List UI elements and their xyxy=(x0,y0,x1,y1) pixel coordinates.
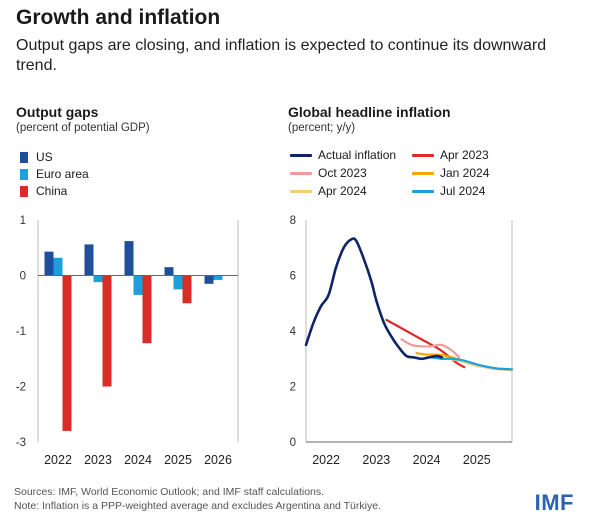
legend-actual-inflation: Actual inflation xyxy=(290,148,396,162)
legend-oct2023-swatch xyxy=(290,171,312,175)
line-y-tick-label: 6 xyxy=(290,271,296,283)
imf-logo: IMF xyxy=(534,490,574,515)
bar-euro-area-2024 xyxy=(133,275,143,295)
line-y-tick-label: 4 xyxy=(290,326,297,338)
output-gaps-title: Output gaps xyxy=(16,104,99,120)
output-gaps-subtitle: (percent of potential GDP) xyxy=(16,122,150,134)
bar-us-2025 xyxy=(164,267,174,276)
line-x-tick-label: 2023 xyxy=(362,453,390,467)
bar-us-2024 xyxy=(124,241,134,276)
bar-x-tick-label: 2025 xyxy=(164,453,192,467)
legend-apr-2024: Apr 2024 xyxy=(290,184,367,198)
legend-jul2024-label: Jul 2024 xyxy=(440,184,486,198)
legend-oct-2023: Oct 2023 xyxy=(290,166,367,180)
bar-china-2024 xyxy=(142,275,152,344)
bar-y-tick-label: -2 xyxy=(16,382,26,394)
line-y-tick-label: 0 xyxy=(290,437,296,449)
line-x-tick-label: 2025 xyxy=(463,453,491,467)
legend-china: China xyxy=(20,184,67,198)
series-line-actual xyxy=(304,237,443,361)
legend-euro-area-label: Euro area xyxy=(36,167,89,181)
output-gaps-chart: 1 0 -1 -2 -3 2022 2023 2024 2025 2026 xyxy=(16,215,239,467)
line-x-tick-label: 2022 xyxy=(312,453,340,467)
bar-china-2022 xyxy=(62,275,72,431)
bar-us-2023 xyxy=(84,244,94,276)
legend-jan-2024: Jan 2024 xyxy=(412,166,489,180)
legend-us: US xyxy=(20,150,53,164)
bar-x-tick-label: 2022 xyxy=(44,453,72,467)
footer-sources: Sources: IMF, World Economic Outlook; an… xyxy=(14,486,325,498)
legend-us-swatch xyxy=(20,151,28,163)
footer-note: Note: Inflation is a PPP-weighted averag… xyxy=(14,500,381,512)
legend-us-label: US xyxy=(36,150,53,164)
bar-china-2023 xyxy=(102,275,112,387)
legend-jan2024-swatch xyxy=(412,171,434,175)
line-y-tick-label: 8 xyxy=(290,215,296,227)
legend-apr2023-swatch xyxy=(412,153,434,157)
bar-us-2026 xyxy=(204,275,214,284)
legend-actual-swatch xyxy=(290,153,312,157)
bar-euro-area-2026 xyxy=(213,275,223,280)
bar-x-tick-label: 2023 xyxy=(84,453,112,467)
inflation-chart: 8 6 4 2 0 2022 2023 2024 2025 xyxy=(290,215,514,467)
legend-apr2023-label: Apr 2023 xyxy=(440,148,489,162)
legend-jul-2024: Jul 2024 xyxy=(412,184,485,198)
legend-actual-label: Actual inflation xyxy=(318,148,397,162)
legend-euro-area: Euro area xyxy=(20,167,89,181)
legend-jan2024-label: Jan 2024 xyxy=(440,166,490,180)
line-x-tick-label: 2024 xyxy=(413,453,441,467)
bar-y-tick-label: -3 xyxy=(16,437,26,449)
bar-y-tick-label: 0 xyxy=(20,271,26,283)
bar-y-tick-label: 1 xyxy=(20,215,26,227)
series-line-oct2023 xyxy=(400,338,461,359)
inflation-title: Global headline inflation xyxy=(288,104,451,120)
bar-us-2022 xyxy=(44,251,54,276)
legend-china-swatch xyxy=(20,185,28,197)
legend-jul2024-swatch xyxy=(412,189,434,193)
bar-euro-area-2023 xyxy=(93,275,103,283)
bar-euro-area-2022 xyxy=(53,257,63,276)
bar-y-tick-label: -1 xyxy=(16,326,26,338)
series-line-jul2024 xyxy=(430,356,514,371)
bar-x-tick-label: 2024 xyxy=(124,453,152,467)
bar-china-2025 xyxy=(182,275,192,304)
legend-euro-area-swatch xyxy=(20,168,28,180)
page-subtitle: Output gaps are closing, and inflation i… xyxy=(16,37,547,74)
legend-apr2024-swatch xyxy=(290,189,312,193)
legend-apr2024-label: Apr 2024 xyxy=(318,184,367,198)
page-title: Growth and inflation xyxy=(16,6,221,29)
line-y-tick-label: 2 xyxy=(290,382,296,394)
bar-euro-area-2025 xyxy=(173,275,183,290)
inflation-subtitle: (percent; y/y) xyxy=(288,122,356,134)
legend-apr-2023: Apr 2023 xyxy=(412,148,489,162)
legend-china-label: China xyxy=(36,184,68,198)
bar-x-tick-label: 2026 xyxy=(204,453,232,467)
legend-oct2023-label: Oct 2023 xyxy=(318,166,367,180)
